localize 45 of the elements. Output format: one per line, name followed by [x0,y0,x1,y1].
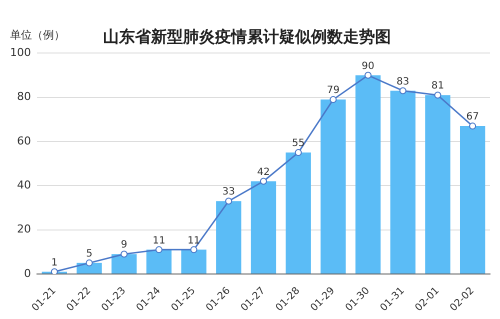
bar [181,250,206,274]
data-label: 55 [292,138,305,150]
point [50,268,58,274]
point [260,178,267,185]
data-label: 1 [51,257,58,268]
bar [216,201,242,274]
bar [460,126,486,274]
point [225,198,232,205]
point [330,96,337,104]
y-tick-label: 40 [16,178,31,192]
bar [286,152,311,274]
y-tick-label: 60 [16,134,31,148]
bar [355,75,381,274]
data-label: 5 [86,248,92,260]
y-tick-label: 100 [10,46,31,60]
chart-title: 山东省新型肺炎疫情累计疑似例数走势图 [103,26,391,46]
point [190,246,198,254]
bar [146,250,172,274]
data-label: 11 [187,235,200,246]
bar [390,90,416,274]
data-label: 33 [222,186,236,198]
y-tick-label: 20 [16,222,31,236]
y-axis-title: 单位（例） [10,28,65,42]
bar [250,181,276,274]
bar [425,95,450,274]
y-tick-label: 80 [16,90,31,104]
data-label: 81 [431,80,444,92]
point [364,72,372,79]
point [155,246,162,254]
bar [112,254,137,274]
y-tick-label: 0 [24,266,31,280]
data-label: 42 [257,166,270,178]
data-label: 11 [152,235,166,246]
point [399,87,406,94]
data-label: 83 [396,76,410,88]
data-label: 67 [466,112,479,123]
data-label: 79 [326,85,340,96]
bar [320,100,346,274]
point [120,250,128,258]
data-label: 90 [362,60,374,72]
point [469,122,476,130]
point [434,92,442,99]
point [86,259,93,266]
point [294,149,302,156]
data-label: 9 [120,240,128,251]
